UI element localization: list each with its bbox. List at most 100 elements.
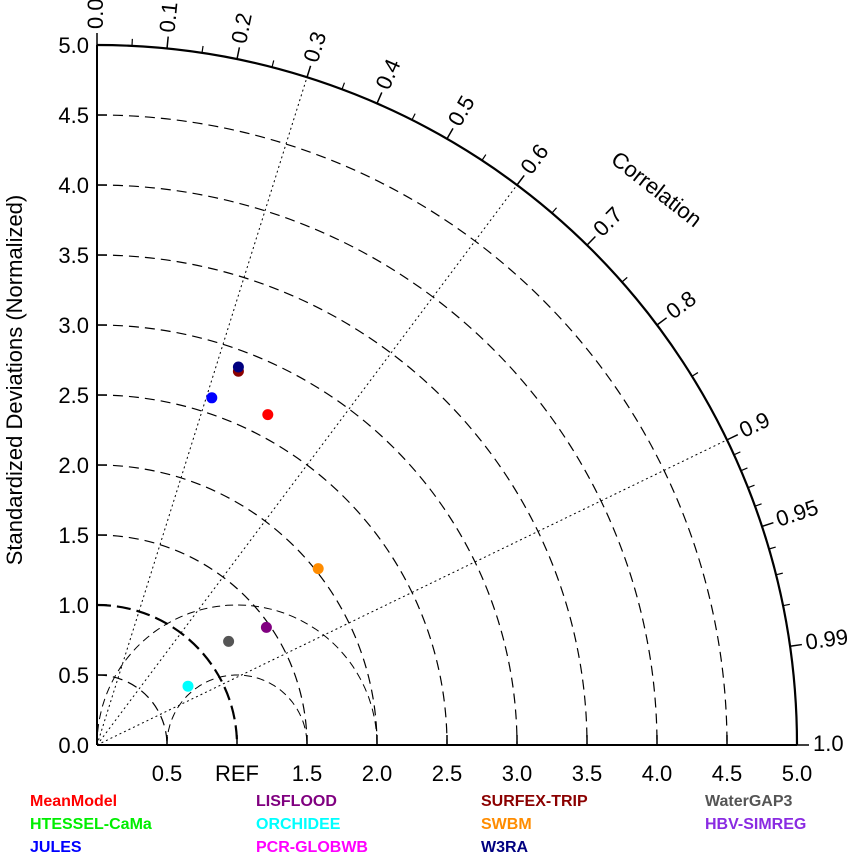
correlation-minor-tick <box>691 372 699 377</box>
x-tick-label: 5.0 <box>782 761 813 786</box>
correlation-line <box>96 184 518 746</box>
y-tick-label: 1.0 <box>58 593 89 618</box>
legend-item: ORCHIDEE <box>256 816 341 833</box>
correlation-tick-label: 0.6 <box>515 139 553 178</box>
correlation-tick <box>376 92 383 104</box>
std-arc <box>96 534 308 746</box>
correlation-minor-tick <box>271 60 275 68</box>
correlation-tick-label: 0.9 <box>735 407 773 443</box>
y-axis-title: Standardized Deviations (Normalized) <box>2 195 27 566</box>
correlation-minor-tick <box>754 503 762 507</box>
legend-item: MeanModel <box>30 793 117 810</box>
correlation-tick-label: 0.5 <box>443 91 480 130</box>
point-jules <box>206 392 218 404</box>
std-arc <box>96 254 588 746</box>
correlation-tick <box>586 236 596 246</box>
std-arc <box>96 674 168 746</box>
x-tick-label: 0.5 <box>152 761 183 786</box>
std-arc <box>96 114 728 746</box>
correlation-minor-tick <box>782 603 790 607</box>
outer-arc <box>96 43 799 746</box>
correlation-tick-label: 0.0 <box>83 0 108 29</box>
point-orchidee <box>182 680 194 692</box>
std-arc <box>96 464 378 746</box>
axes-layer <box>96 43 799 746</box>
correlation-minor-tick <box>747 484 755 489</box>
correlation-tick-label: 0.3 <box>298 29 331 66</box>
x-tick-label: 2.0 <box>362 761 393 786</box>
correlation-tick-label: 0.99 <box>804 624 850 655</box>
legend-item: HBV-SIMREG <box>705 816 806 833</box>
correlation-tick <box>726 433 739 441</box>
correlation-line <box>96 439 728 746</box>
correlation-minor-tick <box>775 572 783 576</box>
correlation-minor-tick <box>481 154 487 161</box>
legend-item: JULES <box>30 839 82 855</box>
correlation-tick-label: 0.8 <box>661 286 700 324</box>
ref-arc <box>96 603 239 746</box>
legend-item: WaterGAP3 <box>705 793 793 810</box>
x-tick-label: REF <box>215 761 259 786</box>
y-tick-label: 0.5 <box>58 663 89 688</box>
y-tick-label: 2.5 <box>58 383 89 408</box>
correlation-minor-tick <box>341 82 346 90</box>
correlation-tick <box>446 128 454 140</box>
correlation-tick <box>236 47 241 60</box>
correlation-tick-label: 1.0 <box>813 731 844 756</box>
correlation-tick <box>166 36 169 49</box>
legend-layer: MeanModel HTESSEL-CaMa JULES LISFLOOD ORCHID… <box>30 793 806 855</box>
legend-item: SWBM <box>481 816 532 833</box>
legend-item: W3RA <box>481 839 529 855</box>
correlation-tick <box>761 521 774 528</box>
x-tick-label: 4.5 <box>712 761 743 786</box>
x-tick-label: 4.0 <box>642 761 673 786</box>
correlation-tick <box>306 65 312 78</box>
y-tick-label: 4.5 <box>58 103 89 128</box>
std-arc <box>96 184 658 746</box>
legend-item: SURFEX-TRIP <box>481 793 588 810</box>
correlation-minor-tick <box>411 113 416 121</box>
x-tick-label: 3.5 <box>572 761 603 786</box>
correlation-minor-tick <box>201 45 204 54</box>
correlation-minor-tick <box>621 276 628 283</box>
y-tick-label: 5.0 <box>58 33 89 58</box>
point-lisflood <box>260 621 272 633</box>
correlation-tick <box>516 174 525 186</box>
legend-item: HTESSEL-CaMa <box>30 816 152 833</box>
labels-layer: 0.0 0.5 1.0 1.5 2.0 2.5 3.0 3.5 4.0 4.5 5.0 0.5 REF 1… <box>58 0 849 786</box>
correlation-minor-tick <box>740 467 748 472</box>
correlation-minor-tick <box>768 546 776 550</box>
std-arc <box>96 324 518 746</box>
point-w3ra <box>232 361 244 373</box>
y-tick-label: 1.5 <box>58 523 89 548</box>
points-layer <box>182 361 324 692</box>
correlation-tick <box>789 643 802 647</box>
grid-layer <box>96 77 728 746</box>
y-tick-label: 3.0 <box>58 313 89 338</box>
correlation-minor-tick <box>733 451 741 456</box>
std-arc <box>96 394 448 746</box>
correlation-tick-label: 0.2 <box>226 11 257 46</box>
correlation-tick-label: 0.1 <box>154 1 182 34</box>
correlation-tick <box>656 317 668 326</box>
x-tick-label: 1.5 <box>292 761 323 786</box>
point-watergap3 <box>223 635 235 647</box>
y-tick-label: 2.0 <box>58 453 89 478</box>
y-tick-label: 3.5 <box>58 243 89 268</box>
rms-arc <box>96 604 378 746</box>
ticks-layer <box>96 33 809 746</box>
correlation-minor-tick <box>551 207 558 214</box>
y-tick-label: 0.0 <box>58 733 89 758</box>
correlation-tick-label: 0.4 <box>370 55 405 93</box>
rms-arc <box>166 674 308 745</box>
point-meanmodel <box>262 409 274 421</box>
legend-item: LISFLOOD <box>256 793 337 810</box>
x-tick-label: 2.5 <box>432 761 463 786</box>
point-swbm <box>312 563 324 575</box>
x-tick-label: 3.0 <box>502 761 533 786</box>
correlation-line <box>96 77 308 746</box>
correlation-tick-label: 0.7 <box>588 202 627 241</box>
y-tick-label: 4.0 <box>58 173 89 198</box>
correlation-tick-label: 0.95 <box>773 495 821 532</box>
legend-item: PCR-GLOBWB <box>256 839 368 855</box>
